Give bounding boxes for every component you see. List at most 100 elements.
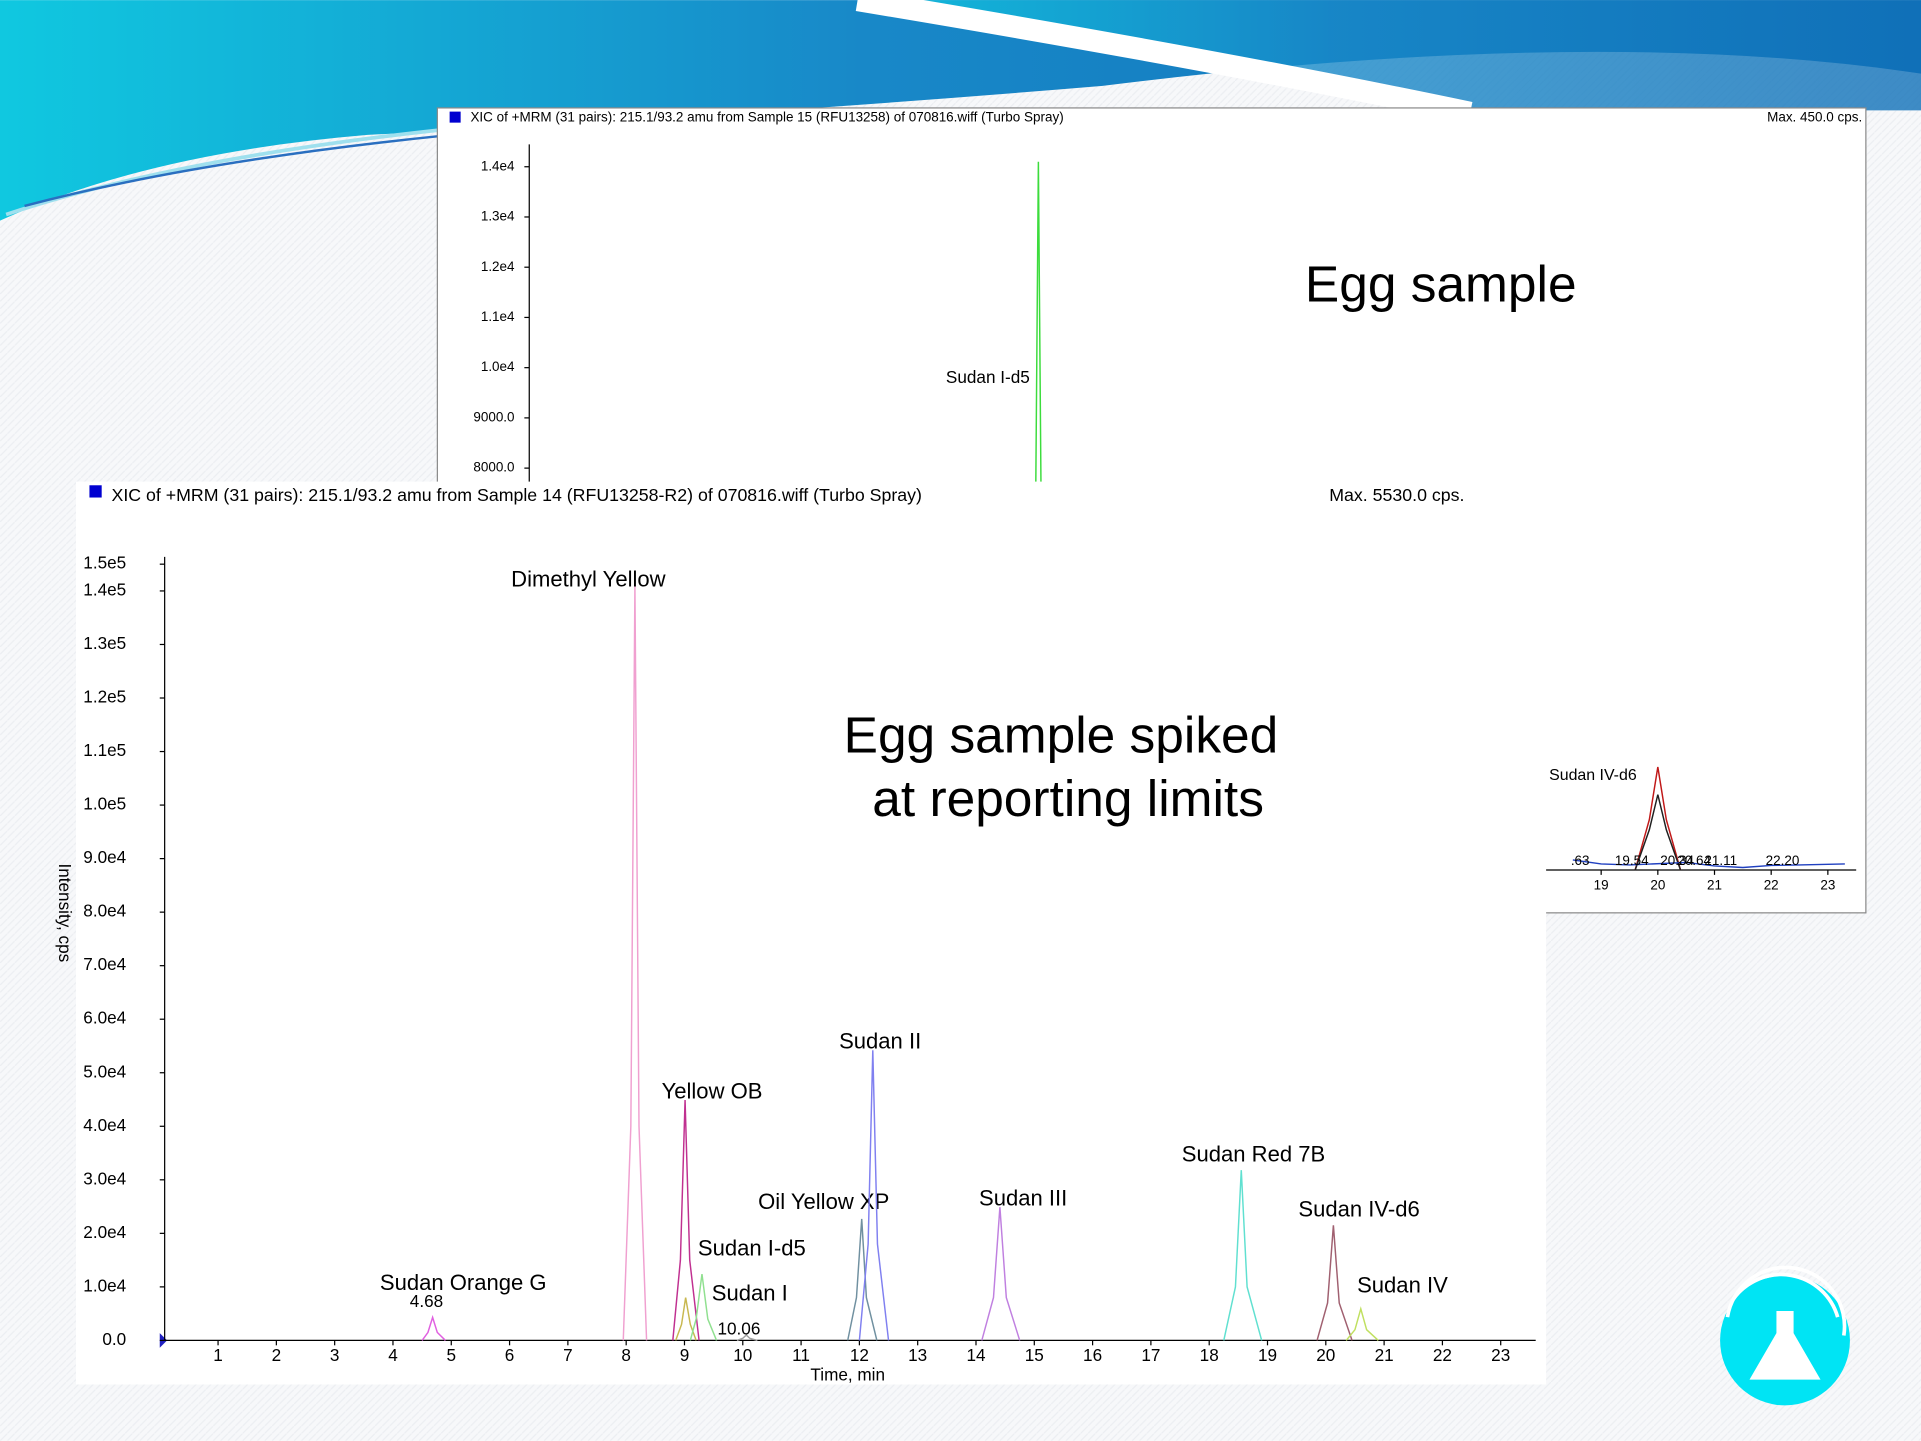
chart-title: XIC of +MRM (31 pairs): 215.1/93.2 amu f… [470,109,1063,124]
x-tick-label: 17 [1141,1345,1160,1365]
chromatogram-trace [1223,1170,1263,1341]
x-tick-label: 3 [330,1345,340,1365]
y-tick-label: 8.0e4 [83,901,126,921]
retention-time-label: 4.68 [410,1291,443,1311]
chromatogram-trace [689,1273,718,1341]
chromatogram-trace [1345,1306,1379,1341]
peak-label: Sudan Orange G [380,1270,547,1295]
y-tick-label: 1.3e5 [83,633,126,653]
y-tick-label: 6.0e4 [83,1008,126,1028]
x-tick-label: 20 [1316,1345,1335,1365]
peak-label: Sudan III [979,1186,1067,1211]
y-tick-label: 1.4e4 [481,158,515,173]
chromatogram-trace [1634,794,1682,871]
x-tick-label: 9 [680,1345,690,1365]
legend-square [449,111,461,123]
x-tick-label: 8 [621,1345,631,1365]
logo [1720,1265,1850,1406]
x-tick-label: 16 [1083,1345,1102,1365]
x-tick-label: 11 [792,1345,810,1365]
x-tick-label: 2 [272,1345,282,1365]
y-tick-label: 3.0e4 [83,1168,126,1188]
y-tick-label: 1.0e5 [83,794,126,814]
y-tick-label: 4.0e4 [83,1115,126,1135]
y-tick-label: 1.0e4 [481,359,515,374]
banner-right [857,0,1921,111]
y-axis-label: Intensity, cps [55,863,75,962]
chromatogram-trace [847,1218,878,1341]
y-tick-label: 7.0e4 [83,954,126,974]
chromatogram-trace [981,1207,1021,1341]
retention-time-label: .63 [1571,853,1590,868]
x-tick-label: 20 [1650,877,1665,892]
y-tick-label: 1.1e4 [481,309,515,324]
x-tick-label: 5 [446,1345,456,1365]
chromatogram-trace [1316,1225,1353,1341]
x-tick-label: 14 [966,1345,986,1365]
annotation: Egg sample [1305,255,1577,313]
y-tick-label: 8000.0 [473,460,514,475]
x-tick-label: 4 [388,1345,398,1365]
x-tick-label: 22 [1433,1345,1452,1365]
y-tick-label: 5.0e4 [83,1061,126,1081]
x-tick-label: 22 [1764,877,1779,892]
x-tick-label: 21 [1707,877,1722,892]
chromatogram-trace [736,1334,758,1342]
x-tick-label: 6 [505,1345,515,1365]
legend-square [89,485,102,498]
peak-label: Sudan I-d5 [946,367,1030,387]
chromatogram-trace [675,1297,697,1341]
x-tick-label: 1 [213,1345,223,1365]
y-tick-label: 2.0e4 [83,1222,126,1242]
peak-label: Sudan I-d5 [698,1236,806,1261]
x-tick-label: 23 [1491,1345,1510,1365]
peak-label: Dimethyl Yellow [511,567,665,592]
banner-swoosh [855,0,1473,124]
annotation: Egg sample spiked [844,705,1279,763]
peak-label: Sudan IV-d6 [1549,767,1637,784]
x-tick-label: 19 [1258,1345,1277,1365]
x-tick-label: 10 [733,1345,752,1365]
annotation: at reporting limits [858,769,1264,827]
x-tick-label: 15 [1025,1345,1044,1365]
y-tick-label: 1.4e5 [83,579,126,599]
x-tick-label: 12 [850,1345,869,1365]
x-tick-label: 19 [1594,877,1609,892]
y-tick-label: 9000.0 [473,409,514,424]
chart-title: XIC of +MRM (31 pairs): 215.1/93.2 amu f… [111,485,921,505]
y-tick-label: 1.2e5 [83,687,126,707]
peak-label: Sudan Red 7B [1182,1141,1325,1166]
y-tick-label: 1.5e5 [83,553,126,573]
x-tick-label: 7 [563,1345,573,1365]
peak-label: Oil Yellow XP [758,1189,889,1214]
peak-label: Sudan II [839,1029,921,1054]
x-axis-label: Time, min [810,1364,885,1384]
x-tick-label: 18 [1200,1345,1219,1365]
y-tick-label: 9.0e4 [83,847,126,867]
y-tick-label: 1.2e4 [481,259,515,274]
y-tick-label: 1.0e4 [83,1275,126,1295]
peak-label: 10.06 [717,1319,760,1339]
x-tick-label: 21 [1375,1345,1394,1365]
max-intensity: Max. 5530.0 cps. [1329,485,1464,505]
chromatogram-trace [858,1050,890,1341]
retention-time-label: 21.11 [1704,853,1737,868]
panel-background [75,481,1547,1385]
peak-label: Sudan IV-d6 [1298,1196,1419,1221]
max-intensity: Max. 450.0 cps. [1767,109,1862,124]
peak-label: Sudan IV [1357,1273,1448,1298]
chromatogram-trace [421,1314,446,1341]
chromatogram-trace [1572,859,1845,869]
chromatogram-trace [672,1100,700,1341]
x-tick-label: 13 [908,1345,927,1365]
retention-time-label: 20.34 [1660,853,1694,868]
retention-time-label: 20.64 [1677,853,1711,868]
retention-time-label: 22.20 [1766,853,1800,868]
y-tick-label: 1.1e5 [83,740,126,760]
peak-label: Sudan I [712,1281,788,1306]
y-tick-label: 1.3e4 [481,209,515,224]
y-tick-label: 0.0 [102,1329,126,1349]
chromatogram-trace [622,585,648,1341]
peak-label: Yellow OB [662,1079,763,1104]
